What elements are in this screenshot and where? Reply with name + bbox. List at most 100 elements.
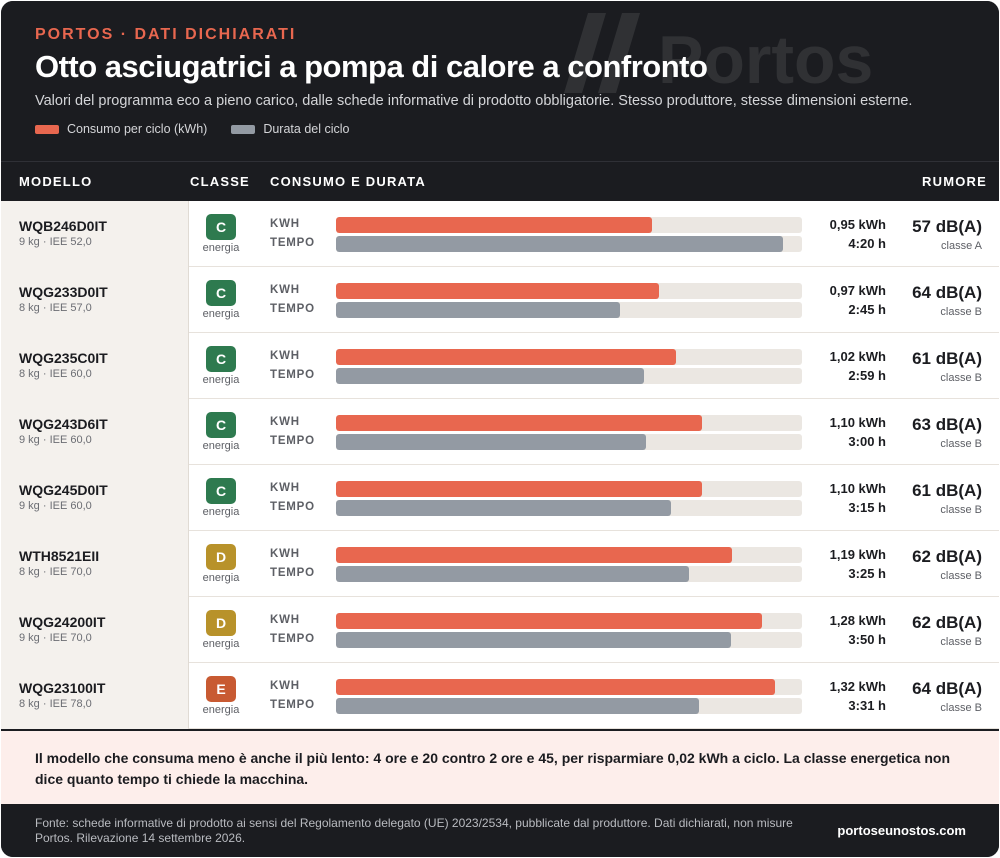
energy-class-badge: C xyxy=(206,214,236,240)
portos-watermark-logo: Portos xyxy=(546,5,886,100)
kwh-bar xyxy=(336,283,659,299)
duration-value: 2:45 h xyxy=(848,302,886,317)
model-capacity-iee: 8 kg · IEE 57,0 xyxy=(19,302,92,314)
svg-text:Portos: Portos xyxy=(658,22,873,98)
legend-swatch-consumption xyxy=(35,124,59,134)
note-text: Il modello che consuma meno è anche il p… xyxy=(35,750,950,787)
column-header-noise: RUMORE xyxy=(922,174,987,189)
duration-value: 3:15 h xyxy=(848,500,886,515)
tempo-label: TEMPO xyxy=(270,369,315,381)
duration-bar-track xyxy=(336,698,802,714)
tempo-label: TEMPO xyxy=(270,303,315,315)
model-capacity-iee: 9 kg · IEE 60,0 xyxy=(19,500,92,512)
noise-value: 64 dB(A) xyxy=(912,283,982,302)
model-capacity-iee: 9 kg · IEE 70,0 xyxy=(19,632,92,644)
energy-class-caption: energia xyxy=(202,308,240,320)
duration-value: 3:00 h xyxy=(848,434,886,449)
duration-bar xyxy=(336,302,620,318)
duration-bar-track xyxy=(336,500,802,516)
model-capacity-iee: 8 kg · IEE 70,0 xyxy=(19,566,92,578)
kwh-bar-track xyxy=(336,349,802,365)
legend-item-duration: Durata del ciclo xyxy=(231,122,349,136)
energy-class-badge: E xyxy=(206,676,236,702)
legend: Consumo per ciclo (kWh) Durata del ciclo xyxy=(35,122,373,136)
noise-class: classe B xyxy=(940,702,982,714)
kwh-bar-track xyxy=(336,415,802,431)
model-name: WQG235C0IT xyxy=(19,350,108,366)
kwh-value: 1,10 kWh xyxy=(829,415,886,430)
model-capacity-iee: 9 kg · IEE 60,0 xyxy=(19,434,92,446)
noise-value: 61 dB(A) xyxy=(912,481,982,500)
tempo-label: TEMPO xyxy=(270,501,315,513)
legend-label-duration: Durata del ciclo xyxy=(263,122,350,136)
kwh-label: KWH xyxy=(270,614,300,626)
column-header-model: MODELLO xyxy=(19,174,93,189)
kwh-value: 1,10 kWh xyxy=(829,481,886,496)
noise-class: classe B xyxy=(940,570,982,582)
model-cell: WQB246D0IT 9 kg · IEE 52,0 xyxy=(1,201,189,267)
duration-bar-track xyxy=(336,566,802,582)
energy-class-caption: energia xyxy=(202,506,240,518)
kwh-bar xyxy=(336,349,676,365)
model-name: WQG24200IT xyxy=(19,614,106,630)
kwh-bar xyxy=(336,481,703,497)
model-capacity-iee: 8 kg · IEE 78,0 xyxy=(19,698,92,710)
energy-class-badge: D xyxy=(206,610,236,636)
noise-class: classe B xyxy=(940,372,982,384)
duration-bar xyxy=(336,500,672,516)
energy-class-badge: C xyxy=(206,280,236,306)
duration-value: 4:20 h xyxy=(848,236,886,251)
tempo-label: TEMPO xyxy=(270,435,315,447)
kwh-bar xyxy=(336,613,763,629)
duration-bar-track xyxy=(336,368,802,384)
model-cell: WQG24200IT 9 kg · IEE 70,0 xyxy=(1,597,189,663)
energy-class-badge: C xyxy=(206,346,236,372)
model-name: WQG243D6IT xyxy=(19,416,108,432)
duration-bar xyxy=(336,632,732,648)
kwh-label: KWH xyxy=(270,680,300,692)
model-cell: WQG235C0IT 8 kg · IEE 60,0 xyxy=(1,333,189,399)
duration-bar-track xyxy=(336,302,802,318)
noise-value: 62 dB(A) xyxy=(912,547,982,566)
noise-class: classe B xyxy=(940,306,982,318)
subtitle: Valori del programma eco a pieno carico,… xyxy=(35,93,913,109)
tempo-label: TEMPO xyxy=(270,699,315,711)
kwh-label: KWH xyxy=(270,284,300,296)
noise-class: classe A xyxy=(941,240,982,252)
kwh-bar-track xyxy=(336,217,802,233)
energy-class-badge: C xyxy=(206,478,236,504)
kwh-value: 0,95 kWh xyxy=(829,217,886,232)
duration-bar xyxy=(336,698,699,714)
kwh-value: 1,32 kWh xyxy=(829,679,886,694)
energy-class-caption: energia xyxy=(202,374,240,386)
noise-class: classe B xyxy=(940,438,982,450)
kwh-bar-track xyxy=(336,481,802,497)
kwh-value: 1,28 kWh xyxy=(829,613,886,628)
model-cell: WQG243D6IT 9 kg · IEE 60,0 xyxy=(1,399,189,465)
header: Portos PORTOS · DATI DICHIARATI Otto asc… xyxy=(1,1,999,161)
footer: Fonte: schede informative di prodotto ai… xyxy=(1,804,999,857)
duration-bar xyxy=(336,434,646,450)
model-name: WQG23100IT xyxy=(19,680,106,696)
model-cell: WTH8521EII 8 kg · IEE 70,0 xyxy=(1,531,189,597)
duration-value: 2:59 h xyxy=(848,368,886,383)
model-capacity-iee: 9 kg · IEE 52,0 xyxy=(19,236,92,248)
source-text: Fonte: schede informative di prodotto ai… xyxy=(35,816,793,845)
model-capacity-iee: 8 kg · IEE 60,0 xyxy=(19,368,92,380)
energy-class-caption: energia xyxy=(202,572,240,584)
duration-bar xyxy=(336,236,784,252)
noise-value: 64 dB(A) xyxy=(912,679,982,698)
noise-class: classe B xyxy=(940,504,982,516)
kwh-label: KWH xyxy=(270,482,300,494)
key-finding-note: Il modello che consuma meno è anche il p… xyxy=(1,729,999,804)
kwh-bar-track xyxy=(336,547,802,563)
kwh-bar-track xyxy=(336,679,802,695)
energy-class-caption: energia xyxy=(202,704,240,716)
model-name: WQB246D0IT xyxy=(19,218,107,234)
site-link[interactable]: portoseunostos.com xyxy=(837,823,966,838)
